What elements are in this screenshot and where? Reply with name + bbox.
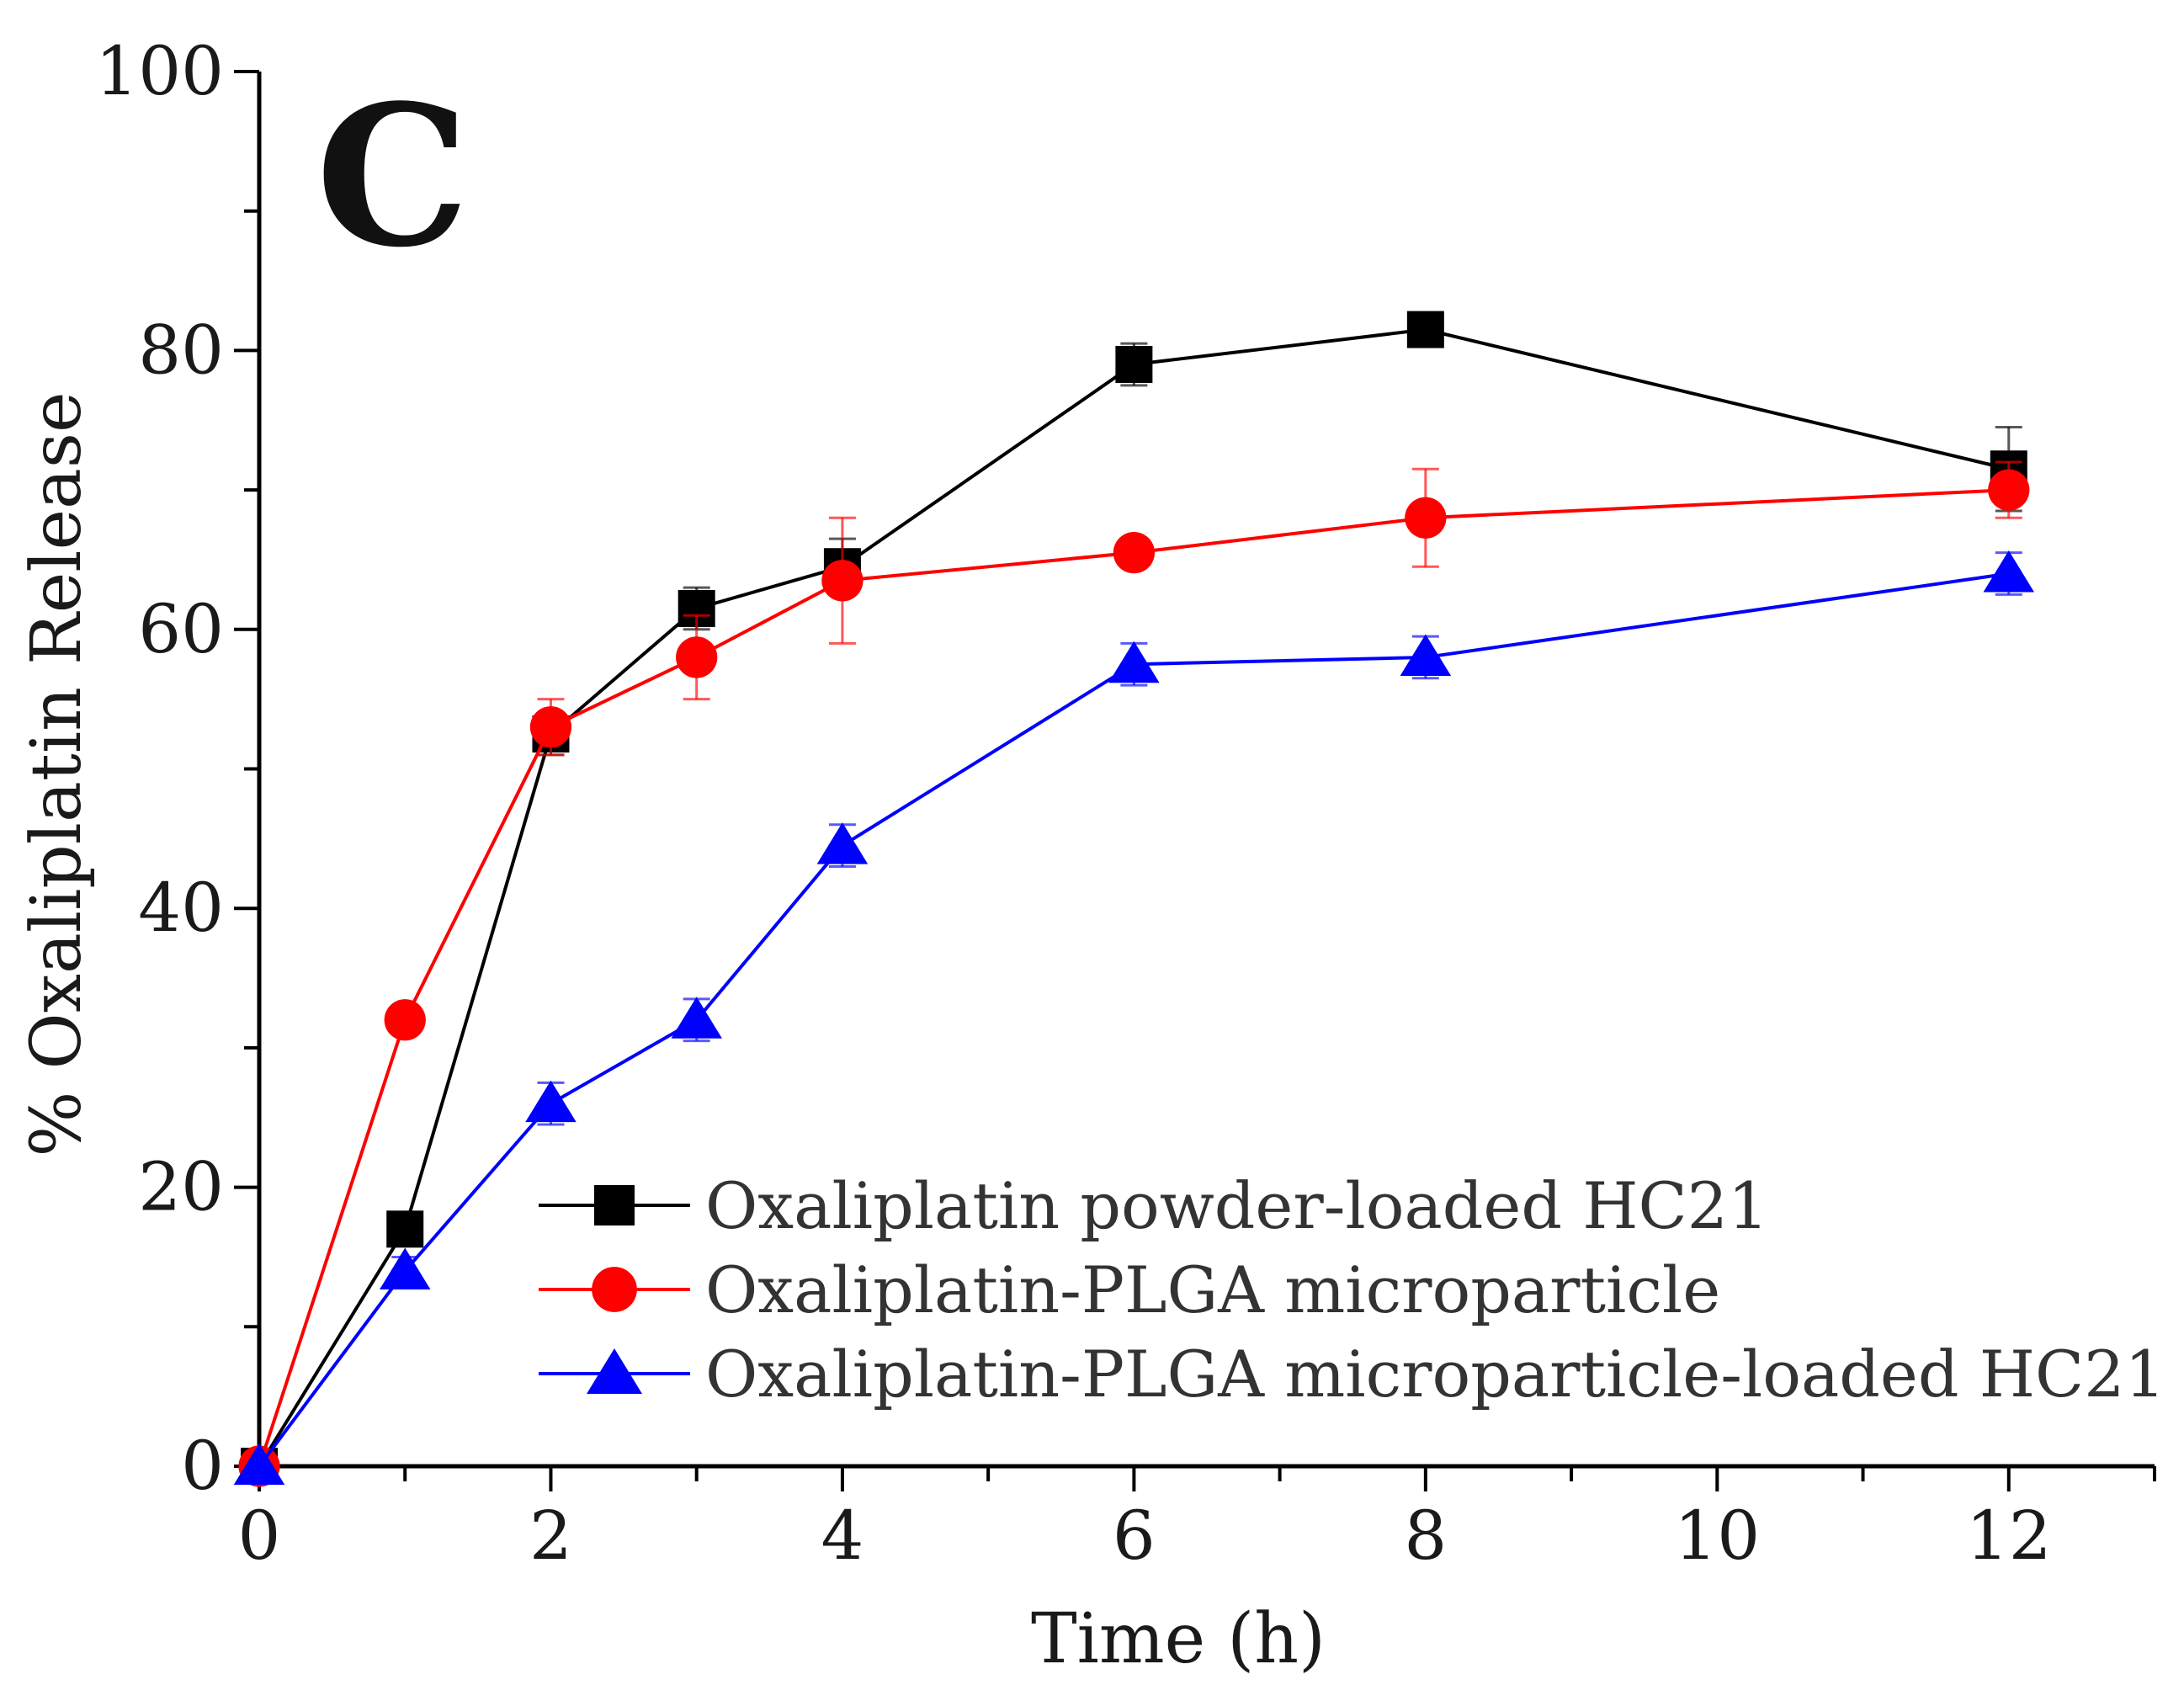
y-axis-title: % Oxaliplatin Release	[17, 392, 97, 1157]
data-point	[233, 1443, 285, 1485]
x-tick-label: 8	[1404, 1497, 1447, 1575]
legend-label: Oxaliplatin-PLGA microparticle	[705, 1252, 1720, 1327]
series-line	[258, 572, 2010, 1468]
series-line	[258, 488, 2009, 1467]
x-tick-label: 4	[821, 1497, 864, 1575]
data-point	[1405, 497, 1447, 539]
data-point	[1113, 532, 1156, 574]
legend: Oxaliplatin powder-loaded HC21 Oxaliplati…	[539, 1168, 2165, 1412]
data-point	[1988, 469, 2030, 511]
panel-label: C	[316, 63, 470, 290]
data-point	[386, 1210, 424, 1248]
legend-label: Oxaliplatin powder-loaded HC21	[705, 1168, 1768, 1243]
y-tick-label: 100	[95, 32, 224, 110]
data-point	[821, 560, 864, 602]
plot-area	[233, 311, 2035, 1487]
data-point	[525, 1080, 577, 1123]
y-tick-label: 0	[181, 1427, 224, 1505]
data-point	[529, 706, 572, 748]
data-point	[384, 999, 426, 1041]
x-tick-label: 0	[238, 1497, 281, 1575]
data-point	[676, 636, 718, 678]
x-tick-label: 2	[529, 1497, 572, 1575]
axes: 0 2 4 6 8 10 12 0 20 40 60 80 100	[95, 32, 2156, 1575]
y-tick-label: 40	[138, 869, 224, 947]
data-point	[1983, 550, 2035, 593]
legend-marker	[587, 1348, 642, 1394]
series-triangle	[233, 550, 2035, 1485]
data-point	[1406, 311, 1444, 348]
x-tick-label: 6	[1113, 1497, 1156, 1575]
x-tick-label: 10	[1674, 1497, 1760, 1575]
x-tick-label: 12	[1966, 1497, 2052, 1575]
data-point	[379, 1247, 431, 1290]
data-point	[816, 822, 869, 864]
y-tick-label: 60	[138, 590, 224, 668]
data-point	[671, 997, 722, 1039]
legend-marker	[594, 1185, 635, 1225]
data-point	[1400, 634, 1452, 676]
y-tick-label: 20	[138, 1148, 224, 1226]
data-point	[1108, 641, 1160, 683]
x-axis-title: Time (h)	[1031, 1599, 1326, 1679]
data-point	[1115, 345, 1153, 383]
series-line	[258, 327, 2010, 1468]
legend-label: Oxaliplatin-PLGA microparticle-loaded HC…	[705, 1337, 2165, 1412]
legend-marker	[592, 1267, 637, 1312]
series-square	[241, 311, 2027, 1485]
y-tick-label: 80	[138, 311, 224, 389]
series-circle	[238, 460, 2030, 1487]
